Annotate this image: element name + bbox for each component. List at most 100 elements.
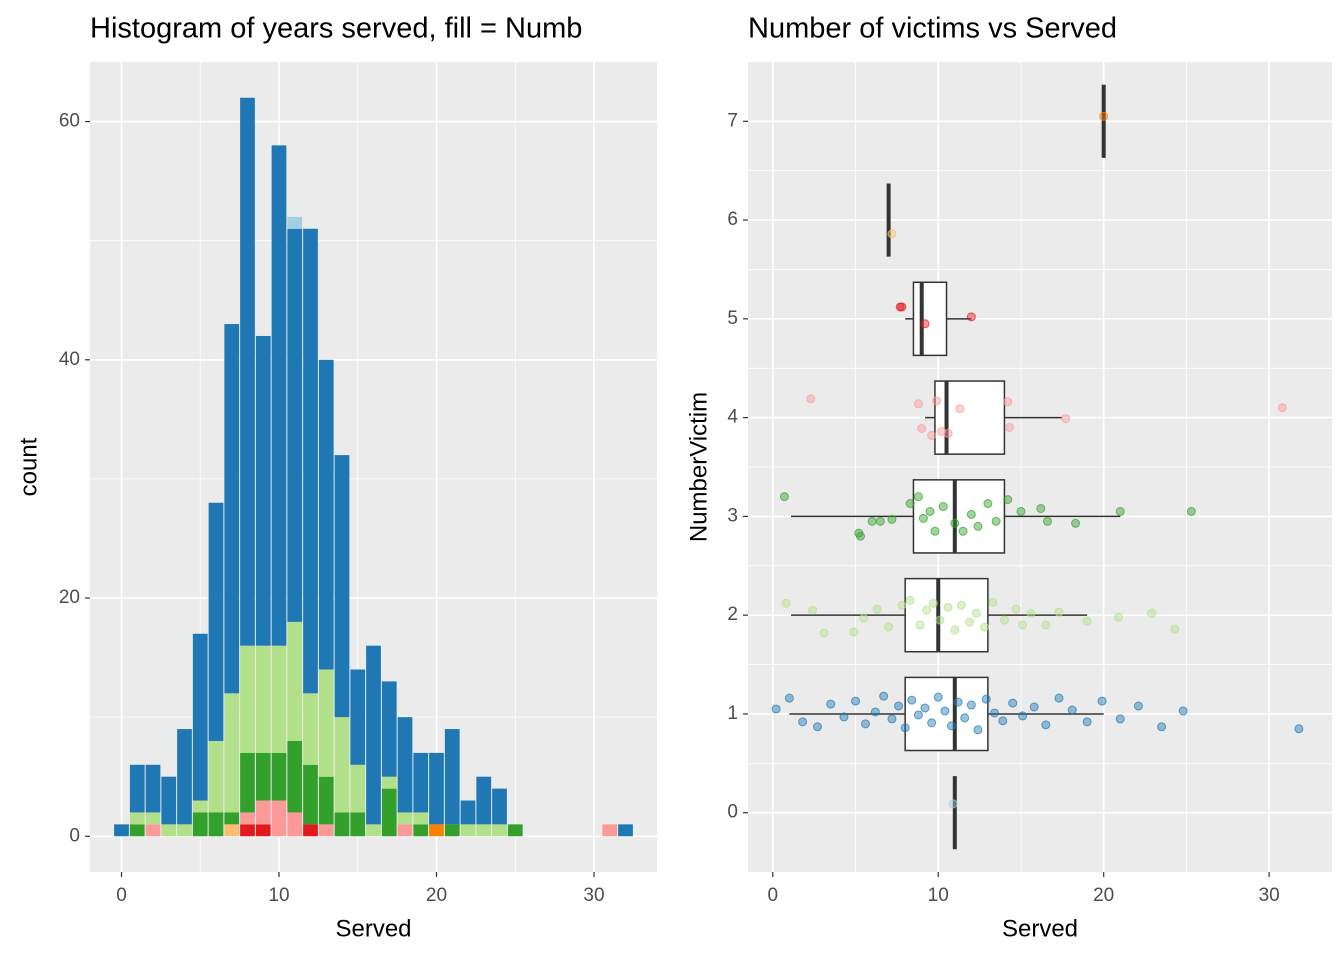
jitter-point [915, 620, 925, 630]
bar-segment [318, 359, 334, 670]
jitter-point [905, 499, 915, 509]
bar-segment [334, 717, 350, 813]
jitter-point [826, 699, 836, 709]
jitter-point [1157, 722, 1167, 732]
jitter-point [998, 716, 1008, 726]
jitter-point [819, 628, 829, 638]
bar-segment [255, 752, 271, 801]
jitter-point [999, 615, 1009, 625]
y-tick-label: 40 [59, 349, 80, 370]
jitter-point [905, 595, 915, 605]
jitter-point [851, 696, 861, 706]
jitter-point [779, 492, 789, 502]
jitter-point [1114, 612, 1124, 622]
jitter-point [1170, 624, 1180, 634]
jitter-point [1026, 608, 1036, 618]
jitter-point [1036, 503, 1046, 513]
bar-segment [255, 800, 271, 825]
box [904, 577, 989, 653]
bar-segment [413, 824, 429, 837]
bar-segment [476, 776, 492, 825]
bar-segment [161, 824, 177, 837]
jitter-point [981, 694, 991, 704]
jitter-point [913, 492, 923, 502]
bar-segment [224, 824, 240, 837]
jitter-point [927, 430, 937, 440]
y-tick-label: 20 [59, 587, 80, 608]
jitter-point [867, 516, 877, 526]
bar-segment [240, 824, 255, 837]
bar-segment [429, 752, 444, 825]
jitter-point [966, 700, 976, 710]
jitter-point [935, 615, 945, 625]
jitter-point [990, 708, 1000, 718]
bar-segment [303, 764, 318, 825]
jitter-point [955, 404, 965, 414]
jitter-point [872, 604, 882, 614]
bar-segment [303, 228, 318, 694]
bar-segment [271, 645, 287, 753]
bar-segment [303, 824, 318, 837]
bar-segment [240, 97, 255, 646]
y-tick-label: 2 [727, 604, 738, 625]
jitter-point [966, 509, 976, 519]
jitter-point [965, 617, 975, 627]
bar-segment [350, 669, 366, 765]
jitter-point [1004, 422, 1014, 432]
jitter-point [943, 602, 953, 612]
marks [114, 97, 633, 837]
bar-segment [397, 824, 413, 837]
jitter-point [849, 627, 859, 637]
jitter-point [875, 516, 885, 526]
jitter-point [913, 399, 923, 409]
jitter-point [925, 506, 935, 516]
bar-segment [240, 752, 255, 813]
bar-segment [208, 502, 224, 741]
y-tick-label: 1 [727, 703, 738, 724]
bar-segment [397, 812, 413, 825]
bar-segment [444, 729, 460, 825]
bar-segment [287, 740, 303, 813]
jitter-point [806, 394, 816, 404]
jitter-point [1011, 604, 1021, 614]
bar-segment [208, 740, 224, 813]
jitter-point [1178, 706, 1188, 716]
box [912, 281, 948, 357]
jitter-point [1054, 607, 1064, 617]
bar-segment [334, 812, 350, 837]
jitter-point [1133, 701, 1143, 711]
bar-segment [460, 824, 476, 837]
bar-segment [208, 812, 224, 837]
bar-segment [287, 228, 303, 622]
bar-segment [476, 824, 492, 837]
jitter-point [1294, 724, 1304, 734]
bar-segment [177, 824, 192, 837]
bar-segment [240, 645, 255, 753]
bar-segment [381, 776, 397, 789]
x-tick-label: 0 [768, 885, 779, 906]
x-tick-label: 10 [928, 885, 949, 906]
jitter-point [946, 721, 956, 731]
x-tick-label: 20 [1093, 885, 1114, 906]
jitter-point [953, 697, 963, 707]
y-tick-label: 5 [727, 308, 738, 329]
jitter-point [1061, 414, 1071, 424]
jitter-point [1003, 495, 1013, 505]
jitter-point [1082, 616, 1092, 626]
jitter-point [907, 695, 917, 705]
bar-segment [287, 216, 303, 229]
jitter-point [781, 598, 791, 608]
bar-segment [507, 824, 523, 837]
bar-segment [161, 776, 177, 825]
jitter-point [920, 319, 930, 329]
bar-segment [413, 812, 429, 825]
jitter-point [1016, 506, 1026, 516]
x-tick-label: 30 [583, 885, 604, 906]
jitter-point [922, 605, 932, 615]
jitter-point [943, 428, 953, 438]
jitter-point [887, 229, 897, 239]
jitter-point [927, 718, 937, 728]
jitter-point [940, 706, 950, 716]
jitter-point [1018, 711, 1028, 721]
jitter-point [950, 518, 960, 528]
